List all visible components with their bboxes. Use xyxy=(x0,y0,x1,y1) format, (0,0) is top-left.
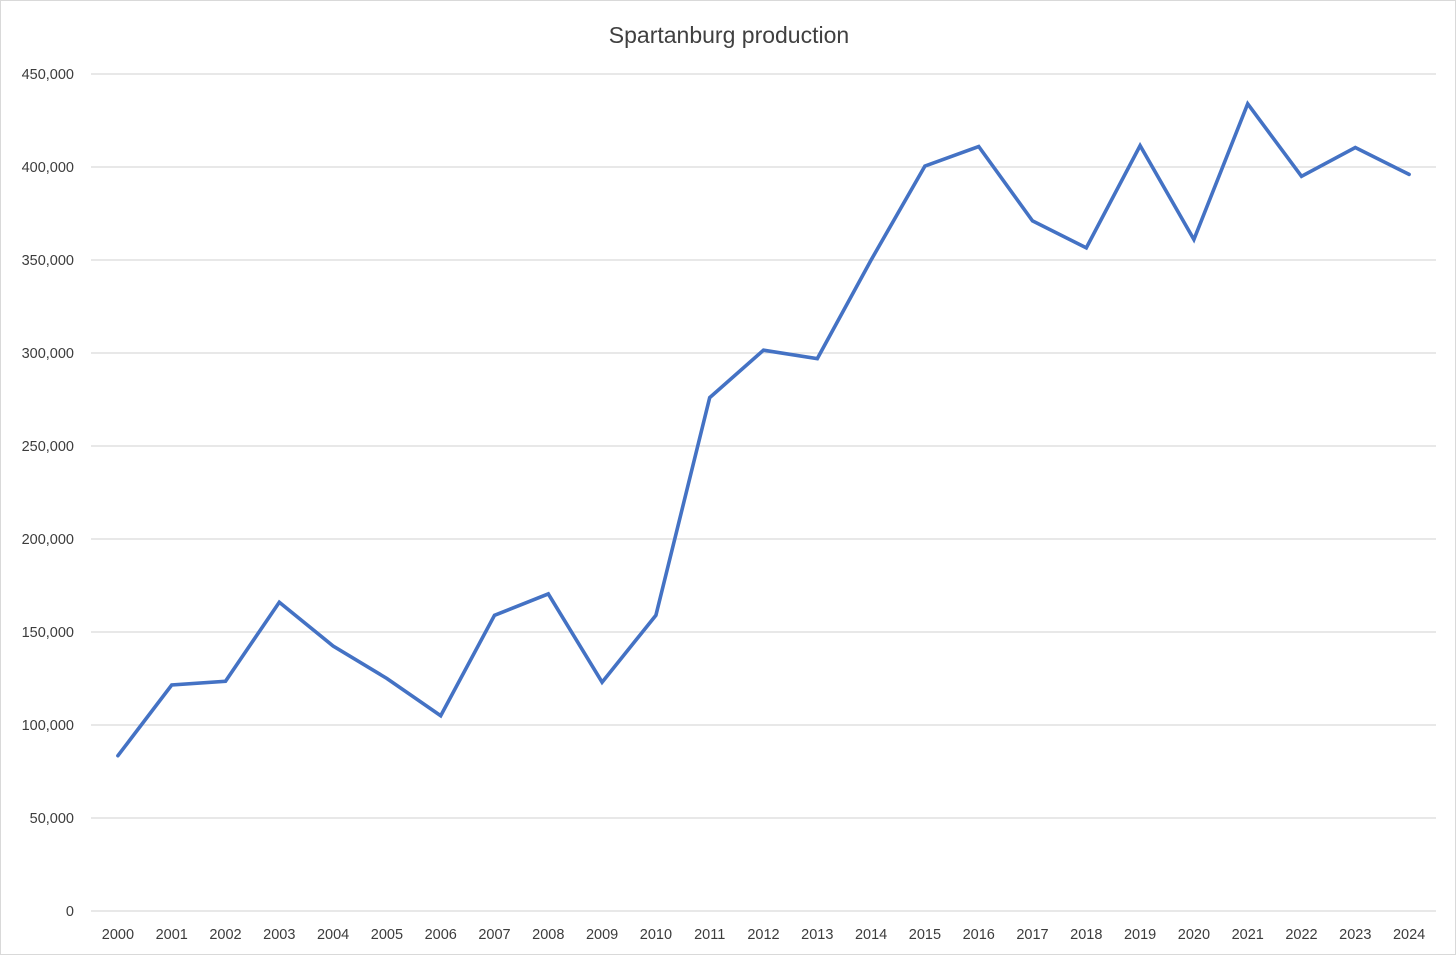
y-tick-label: 50,000 xyxy=(30,811,74,827)
x-tick-label: 2022 xyxy=(1285,927,1317,943)
x-tick-label: 2011 xyxy=(694,927,725,943)
x-tick-label: 2014 xyxy=(855,927,887,943)
y-tick-label: 350,000 xyxy=(22,253,74,269)
series-lines xyxy=(116,100,1411,758)
y-tick-label: 250,000 xyxy=(22,439,74,455)
x-axis-tick-labels: 2000 2001 2002 2003 2004 2005 2006 2007 2008 2009… xyxy=(102,927,1425,943)
chart-title: Spartanburg production xyxy=(609,22,849,48)
x-tick-label: 2012 xyxy=(747,927,779,943)
x-tick-label: 2009 xyxy=(586,927,618,943)
series-line xyxy=(116,100,1411,758)
x-tick-label: 2017 xyxy=(1016,927,1048,943)
gridlines xyxy=(91,73,1436,912)
y-tick-label: 150,000 xyxy=(22,625,74,641)
y-tick-label: 300,000 xyxy=(22,346,74,362)
x-tick-label: 2000 xyxy=(102,927,134,943)
x-tick-label: 2013 xyxy=(801,927,833,943)
x-tick-label: 2001 xyxy=(156,927,188,943)
x-tick-label: 2021 xyxy=(1232,927,1264,943)
x-tick-label: 2002 xyxy=(209,927,241,943)
y-tick-label: 450,000 xyxy=(22,67,74,83)
x-tick-label: 2008 xyxy=(532,927,564,943)
x-tick-label: 2006 xyxy=(425,927,457,943)
x-tick-label: 2018 xyxy=(1070,927,1102,943)
y-tick-label: 400,000 xyxy=(22,160,74,176)
x-tick-label: 2020 xyxy=(1178,927,1210,943)
x-tick-label: 2007 xyxy=(478,927,510,943)
x-tick-label: 2010 xyxy=(640,927,672,943)
x-tick-label: 2003 xyxy=(263,927,295,943)
y-axis-tick-labels: 0 50,000 100,000 150,000 200,000 250,000 300,0… xyxy=(22,67,74,920)
x-tick-label: 2004 xyxy=(317,927,349,943)
y-tick-label: 0 xyxy=(66,904,74,920)
x-tick-label: 2016 xyxy=(963,927,995,943)
x-tick-label: 2005 xyxy=(371,927,403,943)
x-tick-label: 2015 xyxy=(909,927,941,943)
x-tick-label: 2024 xyxy=(1393,927,1425,943)
x-tick-label: 2019 xyxy=(1124,927,1156,943)
x-tick-label: 2023 xyxy=(1339,927,1371,943)
y-tick-label: 200,000 xyxy=(22,532,74,548)
y-tick-label: 100,000 xyxy=(22,718,74,734)
